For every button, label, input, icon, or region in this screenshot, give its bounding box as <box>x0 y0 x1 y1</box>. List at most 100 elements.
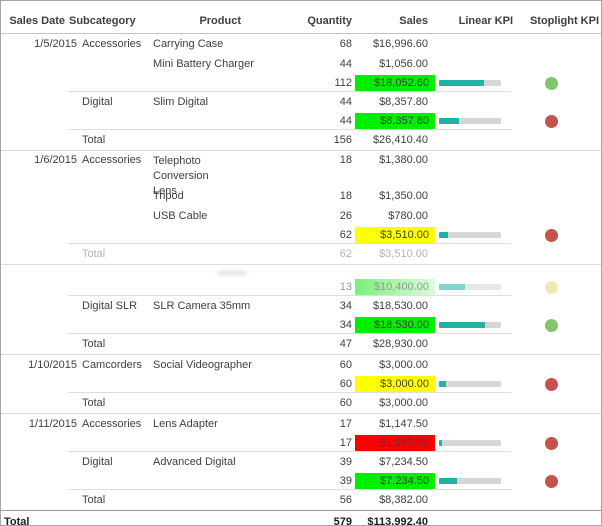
linear-kpi-cell <box>438 478 515 484</box>
sales-value: $1,147.50 <box>379 418 428 430</box>
product-row: 1/11/2015 Accessories Lens Adapter 17 $1,147… <box>1 414 601 434</box>
quantity-cell: 47 <box>339 338 352 350</box>
sales-value: $3,510.00 <box>355 227 435 243</box>
linear-kpi-fill <box>439 118 460 124</box>
linear-kpi-bar <box>439 478 501 484</box>
stoplight-kpi-cell <box>515 76 601 90</box>
stoplight-dot-green <box>544 318 558 332</box>
linear-kpi-cell <box>438 118 515 124</box>
subcategory-cell: Digital <box>82 456 113 468</box>
sales-cell: $26,410.40 <box>354 134 438 146</box>
sales-value: $780.00 <box>388 210 428 222</box>
sales-cell: $7,234.50 <box>354 473 438 489</box>
sales-date-cell: 1/11/2015 <box>28 418 77 430</box>
quantity-cell: 56 <box>339 494 352 506</box>
column-header-sales: Sales <box>399 15 428 27</box>
sales-cell: $1,056.00 <box>354 58 438 70</box>
linear-kpi-fill <box>439 440 443 446</box>
sales-cell: $1,380.00 <box>354 154 438 166</box>
sales-value: $16,996.60 <box>372 38 428 50</box>
stoplight-dot-red <box>544 228 558 242</box>
subcategory-cell: Digital <box>82 96 113 108</box>
linear-kpi-bar <box>439 284 501 290</box>
sales-value: $8,357.80 <box>355 113 435 129</box>
product-cell: Social Videographer <box>153 359 252 371</box>
quantity-cell: 39 <box>339 475 352 487</box>
product-cell: Telephoto Conversion Lens <box>153 155 209 197</box>
quantity-cell: 26 <box>339 210 352 222</box>
sales-cell: $780.00 <box>354 210 438 222</box>
blurred-text-artifact <box>217 271 247 275</box>
sales-date-cell: 1/10/2015 <box>28 359 77 371</box>
stoplight-dot-red <box>544 436 558 450</box>
sales-value: $3,510.00 <box>379 248 428 260</box>
sales-cell: $18,530.00 <box>354 317 438 333</box>
sales-date-cell: 1/6/2015 <box>34 154 77 166</box>
sales-value: $28,930.00 <box>372 338 428 350</box>
sales-cell: $1,350.00 <box>354 190 438 202</box>
sales-cell: $3,000.00 <box>354 376 438 392</box>
quantity-cell: 17 <box>339 437 352 449</box>
total-label-cell: Total <box>82 397 106 409</box>
sales-cell: $10,400.00 <box>354 279 438 295</box>
product-row: 1/5/2015 Accessories Carrying Case 68 $16,99… <box>1 34 601 54</box>
product-cell: Carrying Case <box>153 38 224 50</box>
quantity-cell: 60 <box>339 397 352 409</box>
sales-cell: $8,382.00 <box>354 494 438 506</box>
linear-kpi-fill <box>439 284 466 290</box>
linear-kpi-fill <box>439 322 485 328</box>
sales-value: $10,400.00 <box>355 279 435 295</box>
grand-total-row: Total 579 $113,992.40 <box>1 510 601 526</box>
grand-total-quantity: 579 <box>333 515 352 526</box>
sales-value: $3,000.00 <box>355 376 435 392</box>
product-row: Digital Slim Digital 44 $8,357.80 <box>1 92 601 112</box>
subtotal-row: 60 $3,000.00 <box>1 375 601 393</box>
total-row: Total 156 $26,410.40 <box>1 130 601 150</box>
sales-value: $1,350.00 <box>379 190 428 202</box>
table-section: 1/6/2015 Accessories Telephoto Conversion … <box>1 151 601 265</box>
product-cell: Advanced Digital <box>153 456 236 468</box>
linear-kpi-fill <box>439 381 447 387</box>
table-section: 1/10/2015 Camcorders Social Videographer 60… <box>1 355 601 414</box>
table-section: 1/11/2015 Accessories Lens Adapter 17 $1,147… <box>1 414 601 510</box>
product-cell: Mini Battery Charger <box>153 58 254 70</box>
sales-cell: $18,052.60 <box>354 75 438 91</box>
product-cell: Slim Digital <box>153 96 209 108</box>
sales-value: $1,147.50 <box>355 435 435 451</box>
linear-kpi-cell <box>438 80 515 86</box>
subtotal-row: 34 $18,530.00 <box>1 316 601 334</box>
stoplight-dot-red <box>544 377 558 391</box>
linear-kpi-bar <box>439 440 501 446</box>
linear-kpi-cell <box>438 232 515 238</box>
total-row: Total 60 $3,000.00 <box>1 393 601 413</box>
quantity-cell: 62 <box>339 248 352 260</box>
product-cell: USB Cable <box>153 210 208 222</box>
product-cell: Lens Adapter <box>153 418 218 430</box>
stoplight-dot-red <box>544 474 558 488</box>
linear-kpi-bar <box>439 381 501 387</box>
sales-date-cell: 1/5/2015 <box>34 38 77 50</box>
stoplight-kpi-cell <box>515 228 601 242</box>
sales-cell: $18,530.00 <box>354 300 438 312</box>
product-cell: Tripod <box>153 190 184 202</box>
stoplight-dot-green <box>544 76 558 90</box>
sales-value: $3,000.00 <box>379 359 428 371</box>
sales-cell: $8,357.80 <box>354 113 438 129</box>
total-label-cell: Total <box>82 134 106 146</box>
product-row: 1/10/2015 Camcorders Social Videographer 60… <box>1 355 601 375</box>
sales-value: $3,000.00 <box>379 397 428 409</box>
grand-total-label: Total <box>4 515 30 526</box>
subtotal-row: 13 $10,400.00 <box>1 278 601 296</box>
sales-value: $7,234.50 <box>379 456 428 468</box>
subtotal-row: 17 $1,147.50 <box>1 434 601 452</box>
total-row: Total 62 $3,510.00 <box>1 244 601 264</box>
sales-value: $7,234.50 <box>355 473 435 489</box>
sales-value: $18,530.00 <box>355 317 435 333</box>
table-section: 1/5/2015 Accessories Carrying Case 68 $16,99… <box>1 34 601 151</box>
quantity-cell: 18 <box>339 154 352 166</box>
column-header-sales-date: Sales Date <box>9 15 65 27</box>
quantity-cell: 112 <box>334 77 352 89</box>
sales-value: $8,357.80 <box>379 96 428 108</box>
column-header-quantity: Quantity <box>307 15 352 27</box>
linear-kpi-fill <box>439 80 484 86</box>
